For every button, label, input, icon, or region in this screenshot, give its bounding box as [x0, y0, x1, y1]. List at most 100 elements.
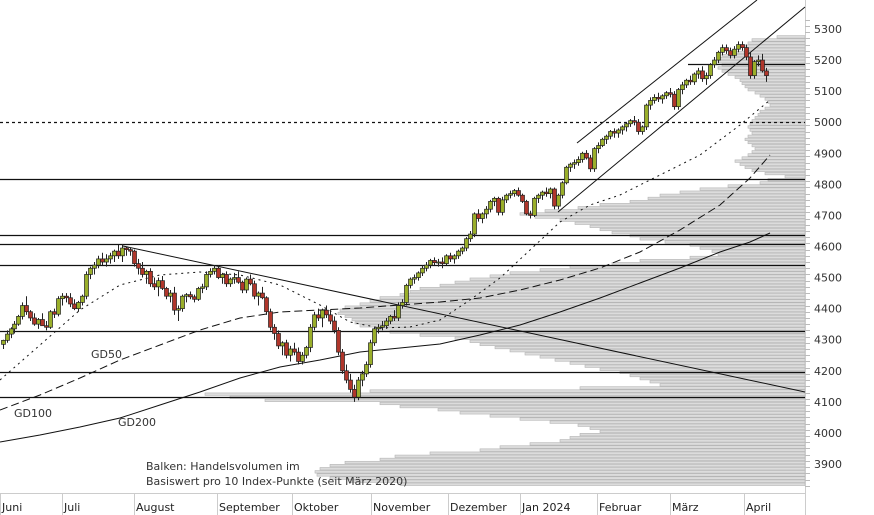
volume-bar [394, 454, 806, 458]
volume-bar [747, 88, 806, 92]
candle-up [628, 120, 633, 125]
volume-bar [629, 373, 806, 378]
candle-down [236, 277, 241, 283]
x-axis: Juni Juli August September Oktober November De… [1, 501, 771, 514]
candle-up [200, 286, 205, 289]
candle-up [452, 255, 457, 260]
volume-bar [699, 246, 806, 250]
volume-bar [489, 274, 806, 278]
month-separators [0, 0, 806, 515]
candle-down [292, 348, 297, 353]
candle-up [244, 278, 249, 291]
candle-down [240, 281, 245, 291]
volume-bar [374, 327, 806, 331]
candle-up [536, 194, 541, 199]
candle-up [320, 309, 325, 319]
candle-down [476, 213, 481, 219]
candle-down [544, 191, 549, 195]
candle-down [172, 292, 177, 311]
month-label: Jan 2024 [521, 501, 570, 514]
volume-bar [379, 457, 806, 461]
y-tick-label: 3900 [814, 458, 842, 471]
candle-up [144, 270, 149, 275]
gd100-line [0, 154, 771, 411]
candle-up [696, 70, 701, 75]
volume-bar [639, 259, 806, 263]
candle-up [380, 325, 385, 328]
volume-bar [439, 283, 806, 287]
volume-bar [659, 193, 806, 197]
volume-bar [544, 209, 806, 213]
volume-bar [679, 190, 806, 194]
candle-up [560, 182, 565, 196]
candle-up [208, 270, 213, 275]
candle-down [728, 50, 733, 56]
volume-bar [741, 81, 806, 86]
y-tick-label: 5200 [814, 54, 842, 67]
candle-up [408, 278, 413, 286]
candle-up [492, 197, 497, 202]
volume-bar [509, 349, 806, 353]
y-tick-label: 4700 [814, 209, 842, 222]
candle-up [364, 364, 369, 375]
candle-down [520, 194, 525, 202]
candle-up [88, 267, 93, 275]
candle-up [640, 126, 645, 132]
candle-up [648, 100, 653, 106]
volume-bar [659, 383, 806, 387]
candle-up [456, 250, 461, 257]
volume-bar [344, 460, 806, 465]
volume-bar [751, 119, 806, 123]
month-label: November [373, 501, 431, 514]
volume-bar [747, 134, 806, 138]
candle-up [180, 295, 185, 309]
candle-up [288, 348, 293, 356]
volume-bar [747, 140, 806, 145]
candle-up [304, 347, 309, 356]
candle-down [672, 93, 677, 108]
volume-bar [754, 116, 806, 120]
volume-bar [611, 231, 806, 235]
candle-up [720, 47, 725, 53]
candle-up [308, 326, 313, 348]
volume-bar [599, 429, 806, 434]
candle-up [676, 89, 681, 108]
candle-up [104, 258, 109, 263]
volume-bar [559, 439, 806, 443]
volume-bar [339, 308, 806, 312]
volume-bar [469, 339, 806, 343]
volume-bar [429, 451, 806, 455]
volume-bar [739, 162, 806, 166]
downtrend-trendline [122, 245, 806, 393]
candle-up [404, 284, 409, 303]
candle-up [704, 75, 709, 80]
candle-down [52, 311, 57, 315]
candle-up [548, 188, 553, 195]
volume-bar [489, 414, 806, 418]
volume-bar [351, 318, 806, 322]
candle-up [84, 274, 89, 297]
volume-bar [751, 168, 806, 173]
volume-bar [747, 47, 806, 51]
volume-profile-bars [204, 35, 806, 486]
candle-down [192, 296, 197, 300]
candle-up [624, 123, 629, 128]
candle-down [336, 330, 341, 353]
candle-up [508, 193, 513, 196]
candle-down [32, 317, 37, 325]
volume-bar [399, 293, 806, 297]
y-tick-label: 5300 [814, 23, 842, 36]
candle-up [576, 159, 581, 163]
volume-bar [747, 153, 806, 157]
volume-bar [459, 411, 806, 415]
candle-up [480, 213, 485, 219]
candle-up [232, 277, 237, 280]
volume-bar [569, 361, 806, 365]
candle-up [228, 278, 233, 285]
candle-up [680, 84, 685, 90]
volume-bar [751, 131, 806, 135]
candle-up [356, 379, 361, 398]
candle-up [48, 311, 53, 328]
candle-up [360, 373, 365, 381]
